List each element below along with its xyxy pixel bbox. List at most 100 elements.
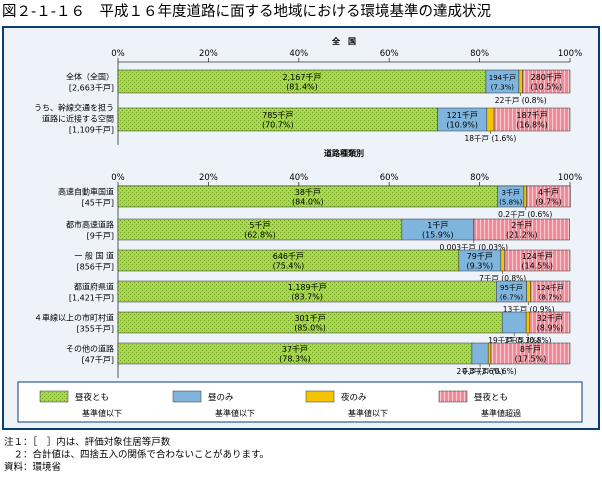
x-tick-label: 20% [199,49,218,59]
data-label: 38千戸 [295,187,321,197]
row-sublabel: [45千戸] [82,198,114,208]
data-label: 2,167千戸 [283,72,322,82]
legend-swatch [438,390,468,403]
bar-segment [526,280,531,303]
bar-segment [486,107,495,132]
data-label: 124千戸 [522,251,553,261]
data-label: 187千戸 [516,110,547,120]
data-label: (21.2%) [506,231,538,240]
data-label: 280千戸 [531,72,562,82]
data-label: 5千戸 [249,220,270,230]
data-label: (9.3%) [467,262,494,271]
bar-segment [471,342,489,365]
row-label: 道路に近接する空間 [42,114,114,124]
row-label: 全体（全国） [66,72,114,82]
x-tick-label: 60% [380,49,399,59]
row-sublabel: [355千戸] [76,324,114,334]
data-label: (81.4%) [286,83,318,92]
data-label: 2千戸 (3.6%) [457,366,504,376]
data-label: (8.7%) [539,294,563,302]
bar-segment [490,342,571,365]
data-label: (83.7%) [291,293,323,302]
row-label: ４車線以上の市町村道 [34,313,114,323]
row-label: うち、幹線交通を担う [34,103,114,113]
footnote: 資料：環境省 [4,461,61,473]
data-label: (9.7%) [535,198,562,207]
data-label: 32千戸 [537,313,563,323]
data-label: 79千戸 [467,251,493,261]
data-label: 4千戸 [538,187,559,197]
data-label: 194千戸 [489,73,516,82]
data-label: 785千戸 [262,110,293,120]
data-label: (85.0%) [294,324,326,333]
data-label: 301千戸 [294,313,325,323]
section-label: 全 国 [331,36,356,46]
legend-box [17,381,583,423]
legend-sublabel: 基準値超過 [481,408,521,418]
data-label: 646千戸 [273,251,304,261]
data-label: (70.7%) [262,121,294,130]
bar-segment [529,311,571,334]
x-tick-label: 100% [558,173,582,183]
data-label: 1,189千戸 [288,282,327,292]
data-label: 0.003千戸 (0.03%) [440,242,509,252]
legend-sublabel: 基準値以下 [82,408,122,418]
notes: 注１：［ ］内は、評価対象住居等戸数 ２：合計値は、四捨五入の関係で合わないこと… [4,436,269,473]
bar-segment [487,342,492,365]
bar-segment [523,185,527,208]
section-label: 道路種類別 [324,148,364,158]
data-label: 3千戸 [502,188,520,197]
data-label: 2千戸 [511,220,532,230]
x-tick-label: 40% [289,173,308,183]
row-label: 都市高速道路 [66,220,114,230]
data-label: (7.3%) [491,84,515,92]
data-label: (16.8%) [516,121,548,130]
data-label: (75.4%) [273,262,305,271]
data-label: (17.5%) [515,355,547,364]
data-label: 7千戸 (0.8%) [479,273,526,283]
chart-title: 図２-１-１６ 平成１６年度道路に面する地域における環境基準の達成状況 [2,2,491,20]
footnote: ２：合計値は、四捨五入の関係で合わないことがあります。 [4,449,269,461]
footnote: 注１：［ ］内は、評価対象住居等戸数 [4,436,171,448]
data-label: 19千戸 (5.3%) [488,335,540,345]
data-label: 22千戸 (0.8%) [495,95,547,105]
legend-label: 昼夜とも [75,392,109,403]
x-tick-label: 60% [380,173,399,183]
data-label: (10.9%) [446,121,478,130]
legend-sublabel: 基準値以下 [215,408,255,418]
data-label: 0.3千戸 (0.6%) [462,366,516,376]
row-label: 高速自動車国道 [58,187,114,197]
legend-label: 昼夜とも [474,392,508,403]
bar-segment [473,218,570,241]
x-tick-label: 80% [470,173,489,183]
data-label: 124千戸 [537,283,564,292]
data-label: 3千戸 (0.8%) [504,335,551,345]
row-sublabel: [2,663千戸] [69,83,114,93]
x-tick-label: 100% [558,49,582,59]
bar-segment [530,280,571,303]
data-label: 95千戸 [500,283,523,292]
legend-swatch [305,390,335,403]
bar-segment [522,69,571,94]
data-label: (78.3%) [279,355,311,364]
row-label: 一 般 国 道 [74,251,114,261]
row-sublabel: [1,421千戸] [69,293,114,303]
data-label: 8千戸 [520,344,541,354]
row-sublabel: [9千戸] [87,231,114,241]
bar-segment [525,311,531,334]
data-label: 13千戸 (0.9%) [503,304,555,314]
data-label: (62.8%) [244,231,276,240]
legend-label: 夜のみ [341,392,367,403]
data-label: (6.7%) [500,294,524,302]
x-tick-label: 40% [289,49,308,59]
row-sublabel: [856千戸] [76,262,114,272]
x-tick-label: 0% [111,49,125,59]
plot-area: 全 国 0% 20% 40% 60% 80% 100% 全体（全国）[2,663千戸] 2,16… [34,36,582,378]
bar-segment [501,311,527,334]
data-label: (5.8%) [499,199,523,207]
legend-swatch [39,390,69,403]
row-sublabel: [1,109千戸] [69,125,114,135]
x-tick-label: 80% [470,49,489,59]
